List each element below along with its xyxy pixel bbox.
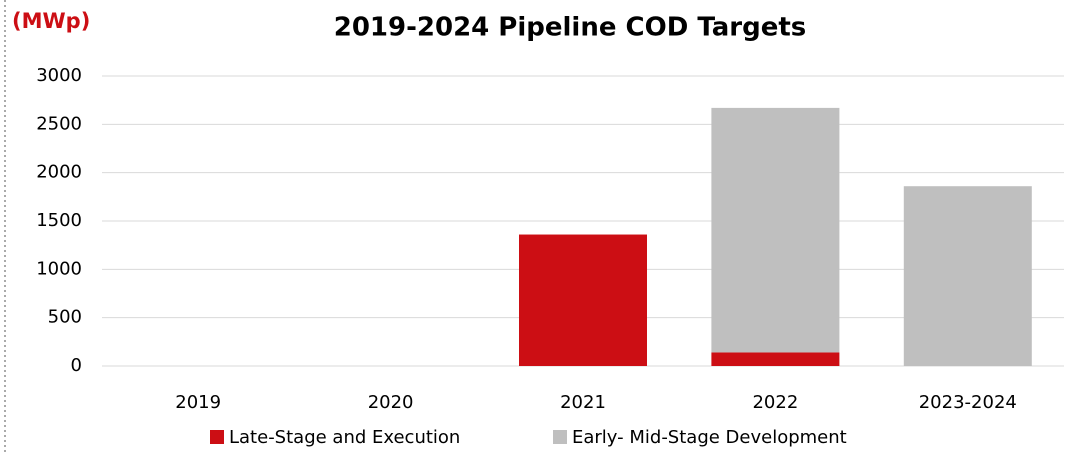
bar — [711, 107, 840, 353]
x-tick-label: 2023-2024 — [919, 392, 1017, 413]
bar — [711, 352, 840, 366]
x-tick-label: 2019 — [175, 392, 221, 413]
unit-label: (MWp) — [12, 9, 90, 33]
legend-label: Early- Mid-Stage Development — [572, 427, 847, 448]
bar — [519, 234, 647, 366]
bar — [903, 186, 1032, 366]
y-tick-label: 2500 — [36, 113, 82, 134]
chart-title: 2019-2024 Pipeline COD Targets — [334, 13, 807, 43]
legend-swatch — [553, 430, 567, 444]
y-tick-label: 0 — [71, 355, 82, 376]
legend-swatch — [210, 430, 224, 444]
x-tick-label: 2020 — [368, 392, 414, 413]
y-tick-label: 500 — [48, 307, 82, 328]
y-tick-label: 3000 — [36, 65, 82, 86]
x-tick-label: 2021 — [560, 392, 606, 413]
x-tick-label: 2022 — [752, 392, 798, 413]
y-tick-label: 1000 — [36, 258, 82, 279]
legend-label: Late-Stage and Execution — [229, 427, 460, 448]
y-tick-label: 1500 — [36, 210, 82, 231]
y-tick-label: 2000 — [36, 162, 82, 183]
